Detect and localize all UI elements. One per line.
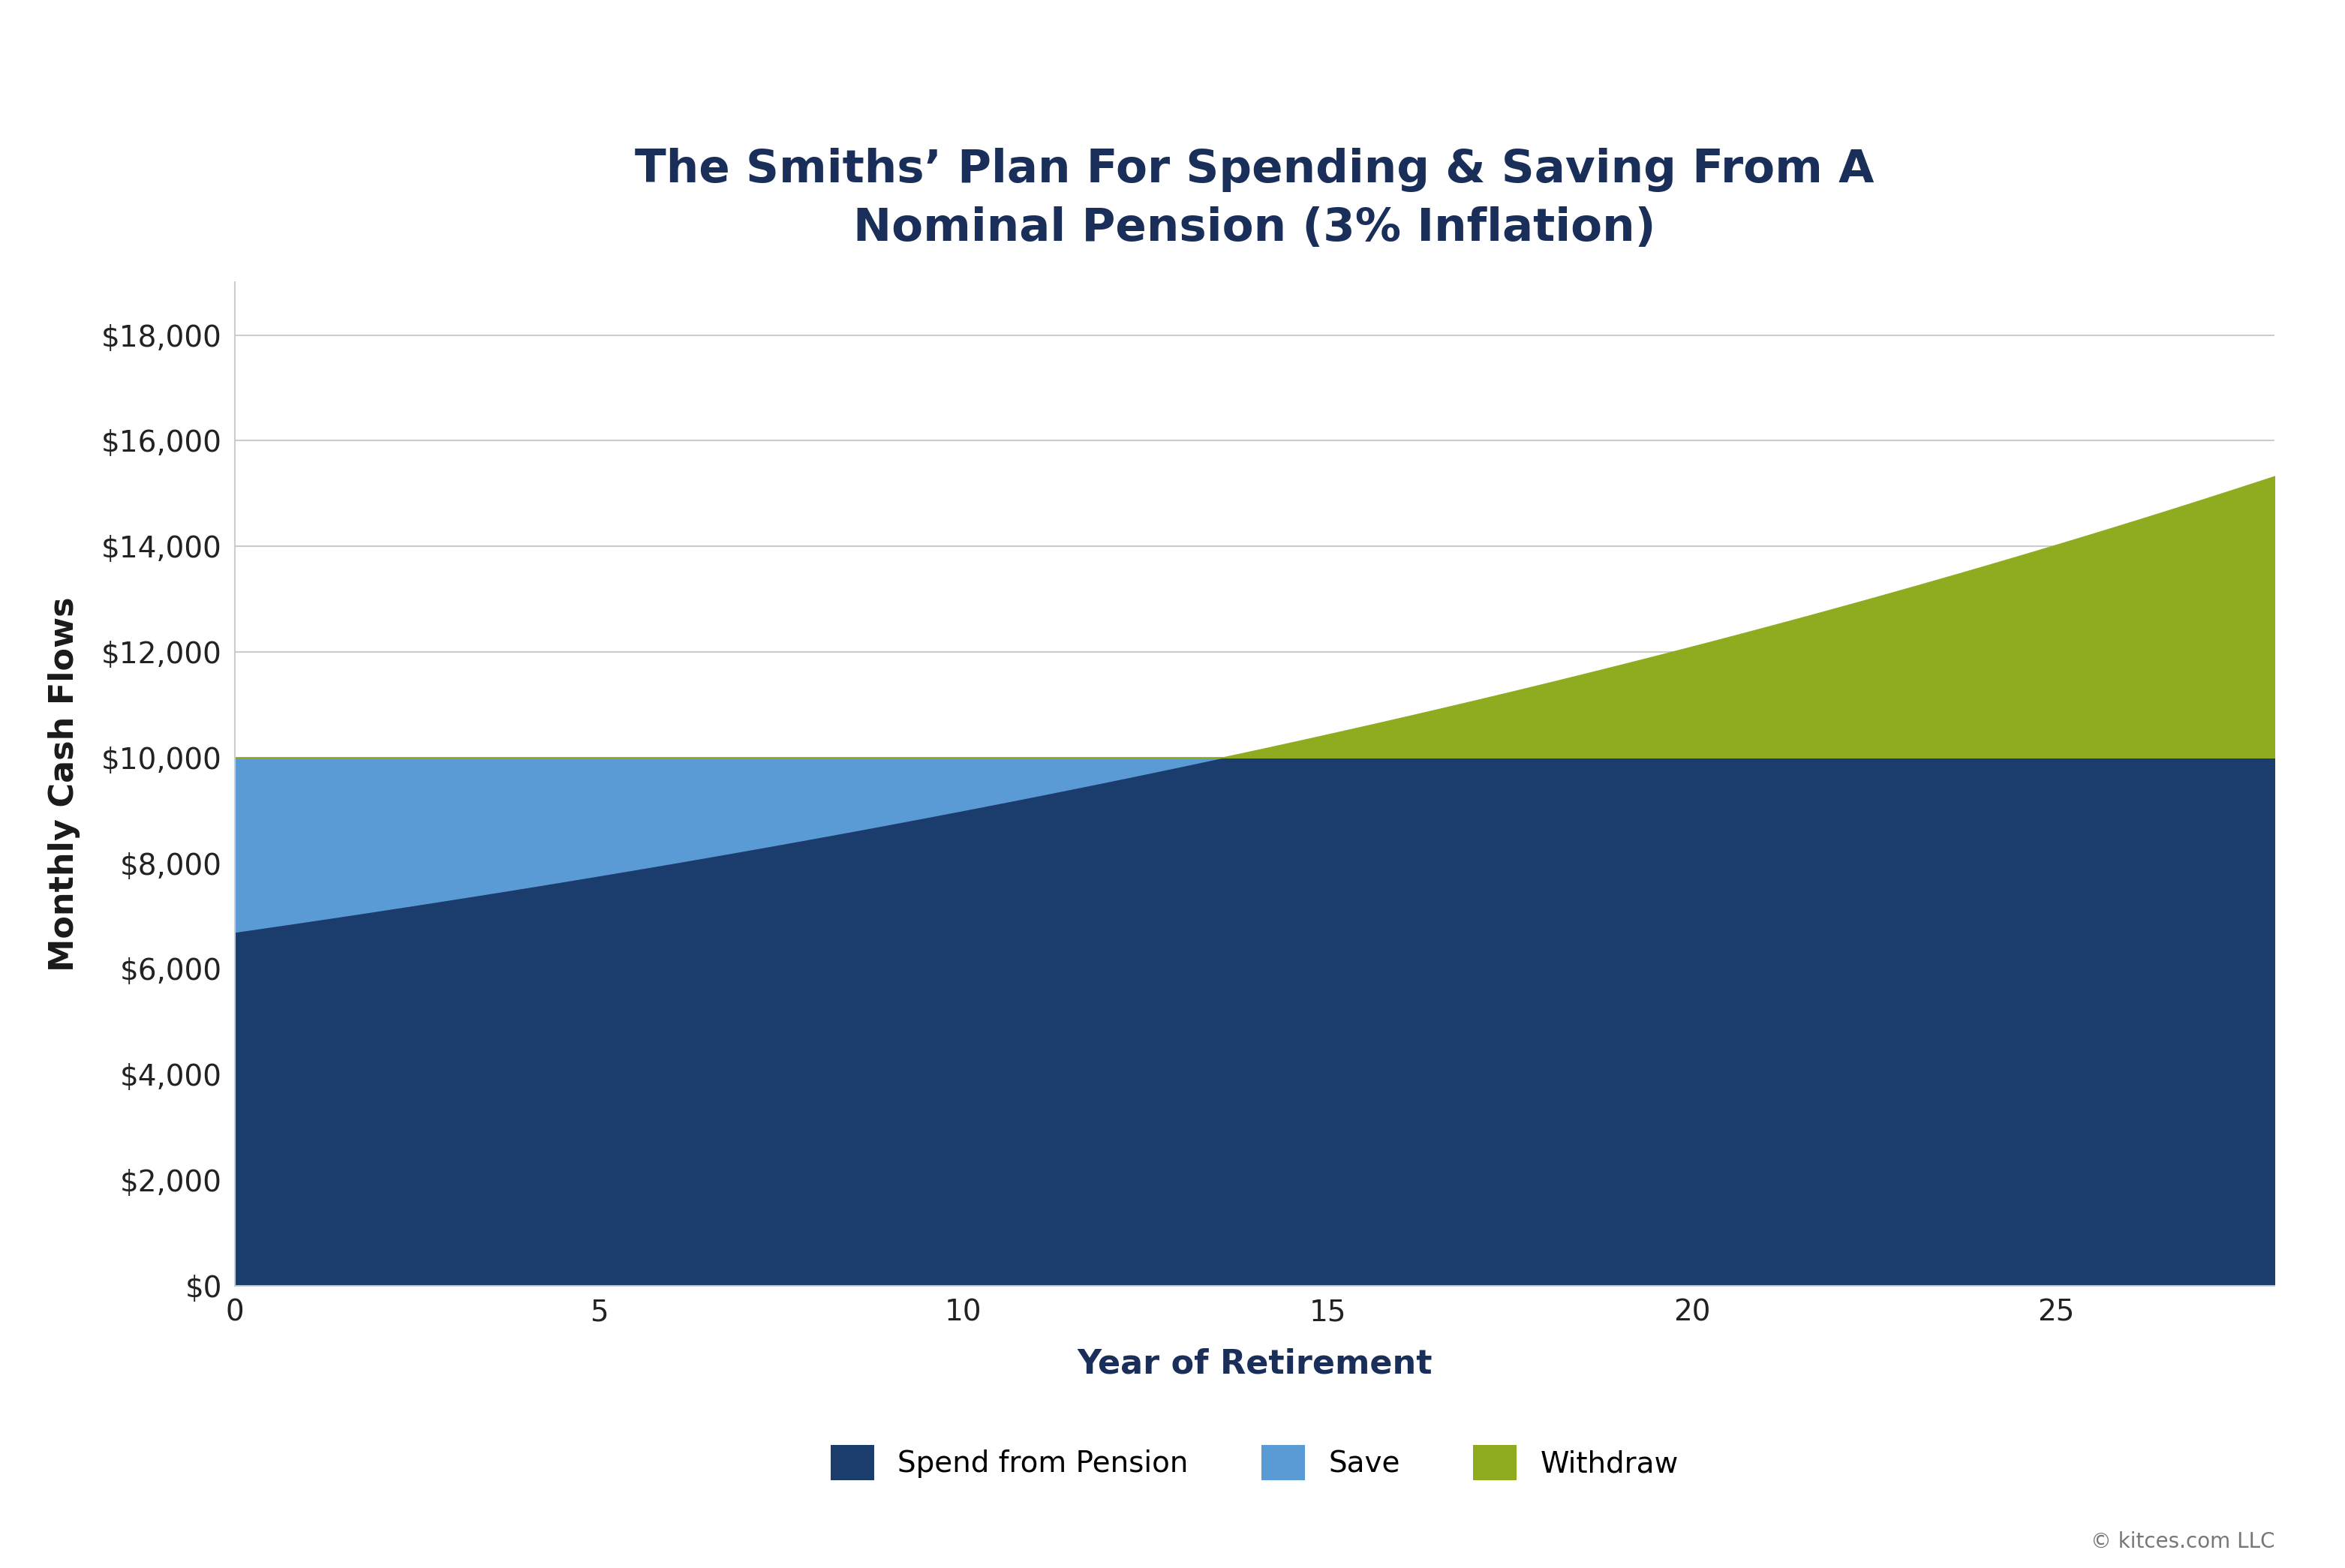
X-axis label: Year of Retirement: Year of Retirement [1076,1347,1433,1380]
Text: © kitces.com LLC: © kitces.com LLC [2089,1532,2275,1552]
Title: The Smiths’ Plan For Spending & Saving From A
Nominal Pension (3% Inflation): The Smiths’ Plan For Spending & Saving F… [635,147,1874,251]
Y-axis label: Monthly Cash Flows: Monthly Cash Flows [47,596,80,972]
Legend: Spend from Pension, Save, Withdraw: Spend from Pension, Save, Withdraw [818,1433,1691,1491]
